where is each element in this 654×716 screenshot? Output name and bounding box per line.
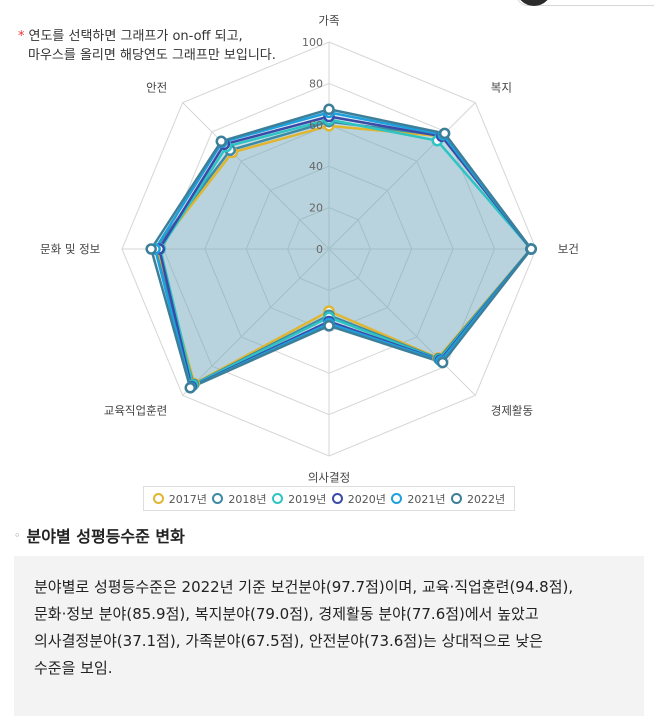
radial-tick-label: 60: [309, 119, 323, 132]
radial-tick-label: 20: [309, 202, 323, 215]
legend-item[interactable]: 2021년: [391, 491, 446, 507]
legend-marker-icon: [152, 493, 164, 504]
legend-item[interactable]: 2019년: [272, 491, 326, 507]
year-selector-knob[interactable]: [516, 0, 552, 6]
legend-label: 2019년: [288, 492, 327, 506]
radial-tick-label: 100: [302, 36, 323, 49]
series-area-2021년: [155, 112, 532, 388]
radial-tick-label: 80: [309, 77, 323, 90]
section-heading: ◦ 분야별 성평등수준 변화: [14, 523, 185, 547]
grid-spoke-4: [328, 248, 476, 396]
legend-marker-icon: [331, 493, 343, 504]
grid-spoke-6: [182, 248, 330, 396]
section-title: 분야별 성평등수준 변화: [26, 527, 185, 546]
legend-marker-icon: [272, 493, 284, 504]
section-bullet: ◦: [14, 528, 21, 542]
radial-tick-labels: 0 20 40 60 80 100: [302, 36, 323, 256]
axis-label: 경제활동: [491, 404, 533, 418]
data-point-2022년-가족: [323, 103, 335, 116]
radar-areas: [151, 109, 532, 388]
legend-item[interactable]: 2022년: [451, 491, 505, 507]
series-area-2022년: [151, 109, 532, 388]
grid-spoke-8: [182, 102, 330, 250]
axis-label: 의사결정: [308, 471, 350, 484]
legend-label: 2021년: [407, 492, 446, 506]
legend-label: 2017년: [168, 492, 207, 506]
data-point-2022년-안전: [215, 135, 228, 148]
series-area-2019년: [160, 119, 532, 386]
axis-label: 문화 및 정보: [40, 242, 100, 256]
series-area-2017년: [157, 125, 531, 384]
series-area-2018년: [155, 121, 531, 385]
legend-label: 2018년: [228, 492, 267, 506]
radar-grid: [121, 41, 537, 457]
summary-text: 분야별로 성평등수준은 2022년 기준 보건분야(97.7점)이며, 교육·직…: [34, 578, 574, 677]
summary-box: 분야별로 성평등수준은 2022년 기준 보건분야(97.7점)이며, 교육·직…: [14, 556, 644, 716]
data-point-2022년-교육직업훈련: [184, 382, 196, 394]
legend-label: 2020년: [347, 492, 386, 506]
axis-label: 안전: [146, 80, 167, 94]
axis-label: 가족: [318, 13, 339, 27]
note-line-1: 연도를 선택하면 그래프가 on-off 되고,: [28, 29, 243, 44]
legend-marker-icon: [451, 493, 463, 504]
data-point-2022년-보건: [525, 243, 537, 255]
grid-spoke-2: [328, 102, 476, 250]
radial-tick-label: 40: [309, 160, 323, 173]
data-point-2022년-경제활동: [436, 356, 449, 369]
axis-label: 교육직업훈련: [104, 404, 167, 418]
usage-note: * 연도를 선택하면 그래프가 on-off 되고, 마우스를 올리면 해당연도 …: [18, 27, 276, 65]
legend-marker-icon: [212, 493, 224, 504]
data-point-2022년-의사결정: [323, 320, 335, 332]
chart-legend: 2017년 2018년 2019년 2020년 2021년 2022년: [143, 486, 515, 511]
data-point-2022년-복지: [438, 127, 451, 140]
note-line-2: 마우스를 올리면 해당연도 그래프만 보입니다.: [28, 48, 276, 63]
radial-tick-label: 0: [316, 243, 323, 256]
legend-item[interactable]: 2017년: [152, 491, 207, 507]
note-asterisk: *: [18, 29, 25, 44]
axis-label: 복지: [491, 80, 512, 94]
radar-points: [145, 103, 537, 394]
series-area-2020년: [159, 116, 532, 387]
legend-item[interactable]: 2020년: [331, 491, 386, 507]
legend-label: 2022년: [467, 492, 506, 506]
data-point-2022년-문화 및 정보: [145, 243, 157, 255]
axis-label: 보건: [558, 242, 579, 256]
legend-marker-icon: [391, 493, 403, 504]
legend-item[interactable]: 2018년: [212, 491, 267, 507]
